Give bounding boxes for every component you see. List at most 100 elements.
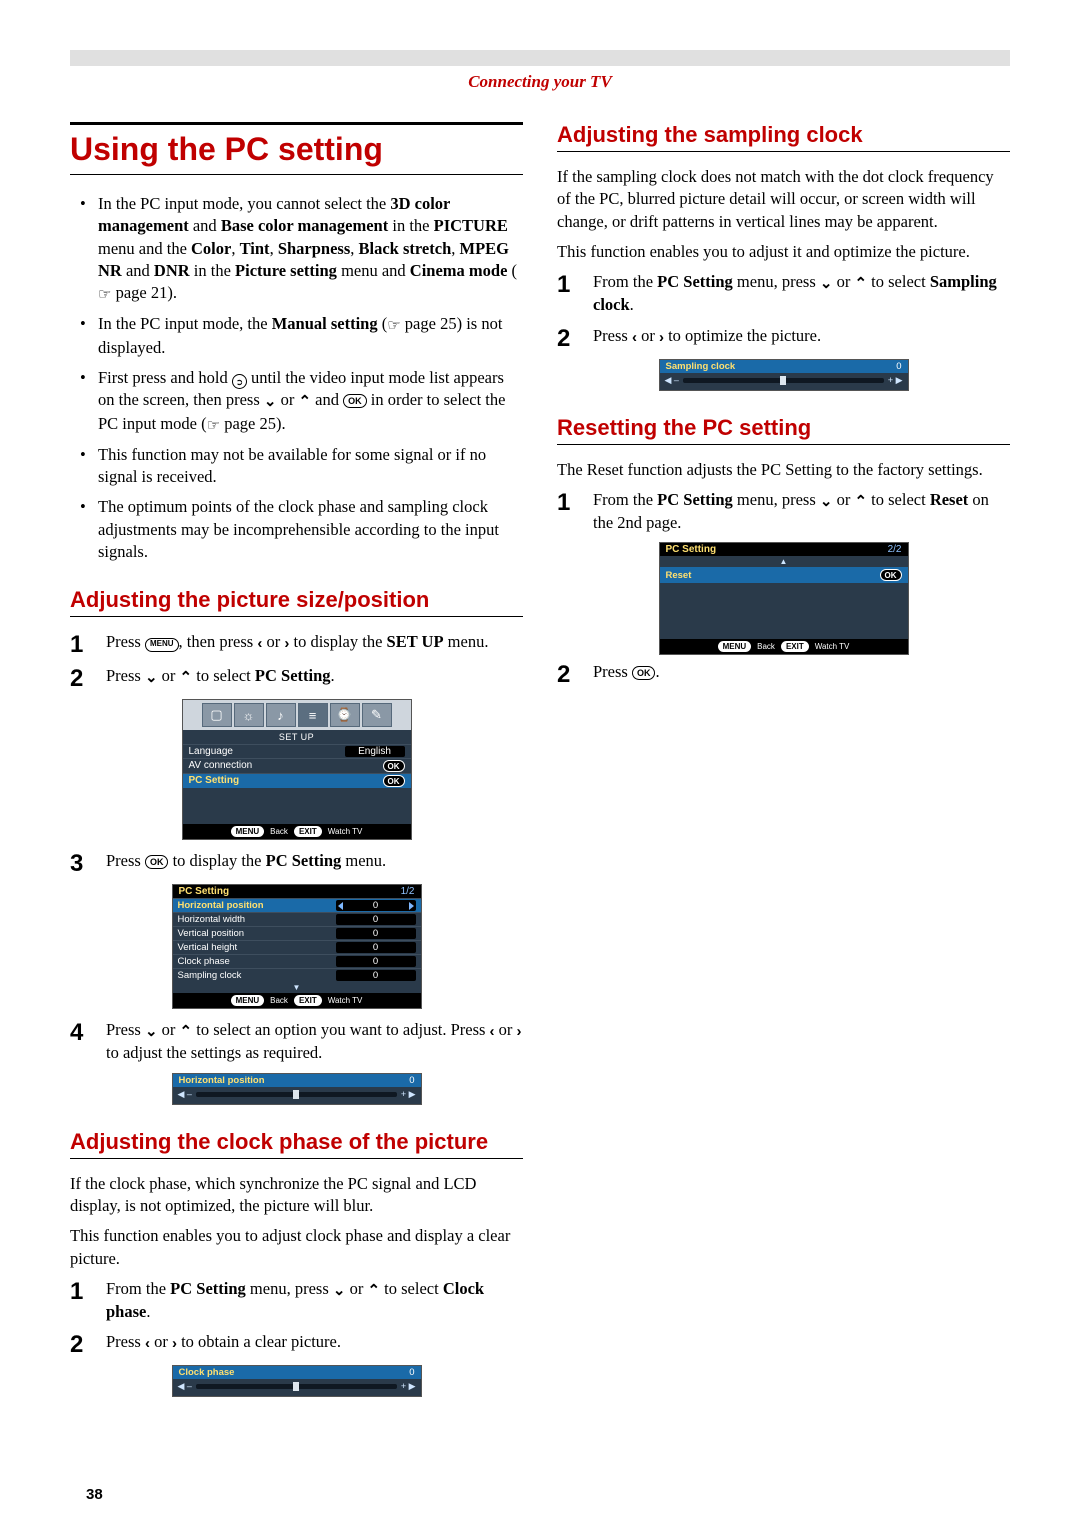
subsection-title: Resetting the PC setting <box>557 415 1010 445</box>
clock-phase-slider-osd: Clock phase0 ◀ –+ ▶ <box>172 1365 422 1397</box>
right-arrow-icon: + ▶ <box>888 375 903 386</box>
subsection-title: Adjusting the clock phase of the picture <box>70 1129 523 1159</box>
osd-tab-icon: ▢ <box>202 703 232 727</box>
osd-spinner: 0 <box>336 928 416 939</box>
down-arrow-icon: ⌄ <box>333 1281 346 1301</box>
menu-key-icon: MENU <box>231 826 265 837</box>
note-item: This function may not be available for s… <box>98 444 523 489</box>
exit-key-icon: EXIT <box>781 641 809 652</box>
ok-button-icon: OK <box>383 775 405 787</box>
header-bar <box>70 50 1010 66</box>
step-number: 2 <box>70 665 92 691</box>
pointer-icon: ☞ <box>387 316 400 336</box>
osd-row-label: Vertical position <box>178 928 336 939</box>
step-number: 4 <box>70 1019 92 1045</box>
slider-thumb <box>780 376 786 385</box>
slider-track <box>683 378 884 383</box>
step: 2 Press ⌄ or ⌃ to select PC Setting. <box>70 665 523 691</box>
note-item: In the PC input mode, you cannot select … <box>98 193 523 305</box>
step: 2 Press ‹ or › to obtain a clear picture… <box>70 1331 523 1357</box>
step-number: 1 <box>557 271 579 297</box>
osd-row-value: 0 <box>338 928 414 939</box>
osd-row: Vertical height0 <box>173 940 421 954</box>
paragraph: If the sampling clock does not match wit… <box>557 166 1010 233</box>
step: 1 From the PC Setting menu, press ⌄ or ⌃… <box>70 1278 523 1324</box>
up-arrow-icon: ⌃ <box>854 274 867 294</box>
up-arrow-icon: ⌃ <box>180 668 193 688</box>
page-number: 38 <box>86 1486 103 1503</box>
step-number: 2 <box>70 1331 92 1357</box>
menu-key-icon: MENU <box>718 641 752 652</box>
ok-button-icon: OK <box>145 855 169 869</box>
pointer-icon: ☞ <box>98 285 111 305</box>
down-arrow-icon: ⌄ <box>264 392 277 412</box>
step: 1 From the PC Setting menu, press ⌄ or ⌃… <box>557 489 1010 535</box>
osd-tab-icon: ✎ <box>362 703 392 727</box>
slider-thumb <box>293 1090 299 1099</box>
osd-footer: MENUBack EXITWatch TV <box>173 993 421 1008</box>
right-arrow-icon: + ▶ <box>401 1089 416 1100</box>
osd-tab-icon: ⌚ <box>330 703 360 727</box>
right-arrow-icon: › <box>517 1022 522 1042</box>
step: 1 From the PC Setting menu, press ⌄ or ⌃… <box>557 271 1010 317</box>
step-text: From the PC Setting menu, press ⌄ or ⌃ t… <box>593 489 1010 535</box>
osd-row: Sampling clock0 <box>173 968 421 982</box>
osd-row-value: English <box>345 746 405 757</box>
up-arrow-icon: ⌃ <box>180 1022 193 1042</box>
subsection-title: Adjusting the sampling clock <box>557 122 1010 152</box>
step-number: 2 <box>557 325 579 351</box>
step: 2 Press OK. <box>557 661 1010 687</box>
ok-button-icon: OK <box>632 666 656 680</box>
right-arrow-icon: + ▶ <box>401 1381 416 1392</box>
osd-icon-row: ▢ ☼ ♪ ≡ ⌚ ✎ <box>183 700 411 730</box>
osd-tab-icon: ♪ <box>266 703 296 727</box>
left-column: Using the PC setting In the PC input mod… <box>70 122 523 1403</box>
step: 2 Press ‹ or › to optimize the picture. <box>557 325 1010 351</box>
osd-row-label: PC Setting <box>189 775 240 787</box>
note-item: In the PC input mode, the Manual setting… <box>98 313 523 359</box>
setup-menu-osd: ▢ ☼ ♪ ≡ ⌚ ✎ SET UP LanguageEnglishAV con… <box>182 699 412 840</box>
osd-row: Reset OK <box>660 567 908 583</box>
osd-row-label: Clock phase <box>178 956 336 967</box>
exit-key-icon: EXIT <box>294 995 322 1006</box>
step-text: Press ‹ or › to optimize the picture. <box>593 325 1010 348</box>
osd-title-bar: PC Setting 2/2 <box>660 543 908 556</box>
osd-row: PC Setting OK <box>183 773 411 788</box>
slider-track <box>196 1092 397 1097</box>
slider-track <box>196 1384 397 1389</box>
manual-page: Connecting your TV Using the PC setting … <box>0 0 1080 1527</box>
down-arrow-icon: ⌄ <box>145 668 158 688</box>
scroll-up-indicator: ▲ <box>660 556 908 567</box>
step: 4 Press ⌄ or ⌃ to select an option you w… <box>70 1019 523 1065</box>
osd-row-label: Horizontal width <box>178 914 336 925</box>
left-arrow-icon: ◀ – <box>178 1381 192 1392</box>
step-number: 3 <box>70 850 92 876</box>
osd-spinner: 0 <box>336 970 416 981</box>
osd-menu-label: SET UP <box>183 730 411 744</box>
osd-row-label: AV connection <box>189 760 253 772</box>
note-item: The optimum points of the clock phase an… <box>98 496 523 563</box>
step-number: 2 <box>557 661 579 687</box>
osd-spinner: 0 <box>336 942 416 953</box>
step-number: 1 <box>557 489 579 515</box>
note-item: First press and hold ➲ until the video i… <box>98 367 523 436</box>
osd-row: Vertical position0 <box>173 926 421 940</box>
osd-spinner: 0 <box>336 900 416 911</box>
left-arrow-icon: ◀ – <box>665 375 679 386</box>
step-text: Press ⌄ or ⌃ to select an option you wan… <box>106 1019 523 1065</box>
osd-row-value: 0 <box>338 914 414 925</box>
osd-row-label: Sampling clock <box>178 970 336 981</box>
input-select-icon: ➲ <box>232 374 247 389</box>
osd-footer: MENUBack EXITWatch TV <box>660 639 908 654</box>
pointer-icon: ☞ <box>207 416 220 436</box>
osd-row: Horizontal width0 <box>173 912 421 926</box>
osd-tab-icon: ☼ <box>234 703 264 727</box>
down-arrow-icon: ⌄ <box>820 492 833 512</box>
exit-key-icon: EXIT <box>294 826 322 837</box>
menu-button-icon: MENU <box>145 638 179 652</box>
notes-list: In the PC input mode, you cannot select … <box>70 193 523 563</box>
subsection-title: Adjusting the picture size/position <box>70 587 523 617</box>
osd-row-value: 0 <box>338 970 414 981</box>
ok-button-icon: OK <box>343 394 367 408</box>
osd-row: AV connectionOK <box>183 758 411 773</box>
